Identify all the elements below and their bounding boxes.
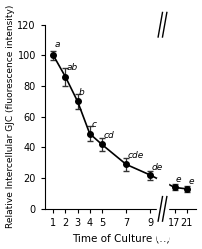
Text: cde: cde: [128, 151, 144, 160]
Text: cd: cd: [103, 131, 114, 140]
Text: e: e: [176, 175, 182, 184]
Text: de: de: [152, 163, 163, 172]
Text: ab: ab: [67, 63, 78, 72]
Bar: [157, 178, 168, 240]
Text: a: a: [55, 40, 60, 49]
X-axis label: Time of Culture (h): Time of Culture (h): [72, 234, 170, 244]
Text: e: e: [188, 177, 194, 186]
Text: b: b: [79, 88, 85, 97]
Y-axis label: Relative Intercellular GJC (fluorescence intensity): Relative Intercellular GJC (fluorescence…: [6, 5, 15, 229]
Text: c: c: [91, 120, 96, 129]
Bar: [157, 6, 168, 37]
